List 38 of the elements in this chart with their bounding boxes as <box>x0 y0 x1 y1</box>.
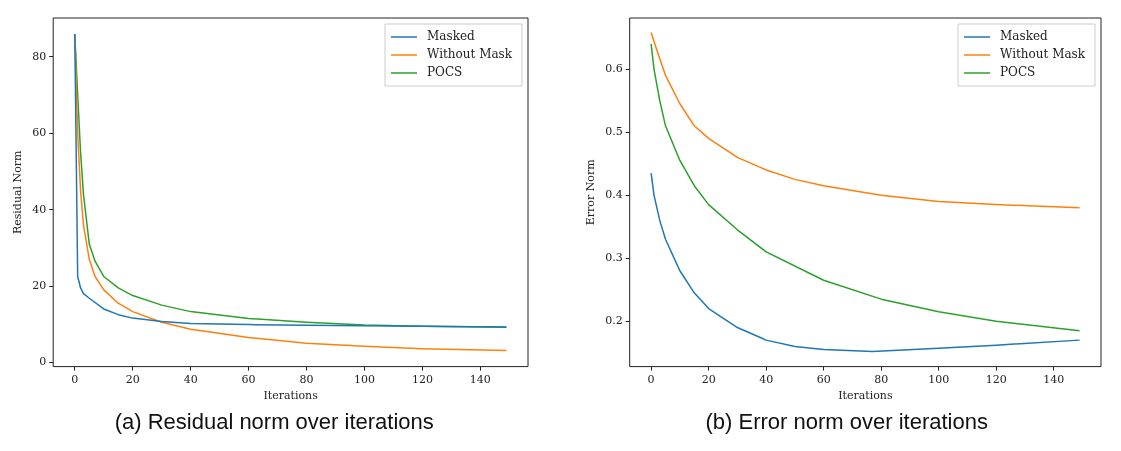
x-tick-label: 80 <box>873 373 888 387</box>
text: (a) Residual norm over iterations <box>113 409 435 435</box>
y-tick-label: 0.6 <box>604 61 623 75</box>
legend-label: Masked <box>999 29 1048 44</box>
y-tick-label: 0.4 <box>604 188 623 201</box>
x-tick-label: 100 <box>927 373 949 387</box>
y-tick-label: 20 <box>32 278 47 292</box>
y-tick-label: 0.2 <box>604 314 623 328</box>
x-tick-label: 0 <box>71 373 79 387</box>
x-tick-label: 100 <box>353 373 375 387</box>
y-tick-label: 60 <box>32 126 47 140</box>
text: (b) Error norm over iterations <box>704 409 989 435</box>
y-tick-label: 0 <box>39 355 47 369</box>
x-axis-title: Iterations <box>263 389 319 403</box>
x-tick-label: 60 <box>816 373 831 387</box>
x-tick-label: 20 <box>701 373 716 387</box>
x-tick-label: 40 <box>758 373 773 387</box>
x-tick-label: 60 <box>241 373 256 387</box>
x-tick-label: 20 <box>125 373 140 387</box>
x-tick-label: 80 <box>299 373 314 387</box>
y-tick-label: 0.3 <box>604 251 623 265</box>
y-axis-title: Error Norm <box>583 158 597 226</box>
y-tick-label: 0.5 <box>604 124 623 138</box>
x-tick-label: 40 <box>183 373 198 387</box>
y-tick-label: 40 <box>32 202 47 216</box>
y-axis-title: Residual Norm <box>11 149 25 235</box>
x-tick-label: 0 <box>647 373 655 387</box>
legend-label: POCS <box>999 65 1035 80</box>
legend-label: POCS <box>427 65 463 80</box>
legend-label: Masked <box>427 29 475 44</box>
legend-label: Without Mask <box>999 47 1086 62</box>
y-tick-label: 80 <box>32 49 47 63</box>
legend-label: Without Mask <box>427 47 513 62</box>
x-tick-label: 140 <box>469 373 491 387</box>
x-axis-title: Iterations <box>837 389 893 403</box>
x-tick-label: 120 <box>411 373 433 387</box>
x-tick-label: 140 <box>1042 373 1064 387</box>
x-tick-label: 120 <box>985 373 1007 387</box>
